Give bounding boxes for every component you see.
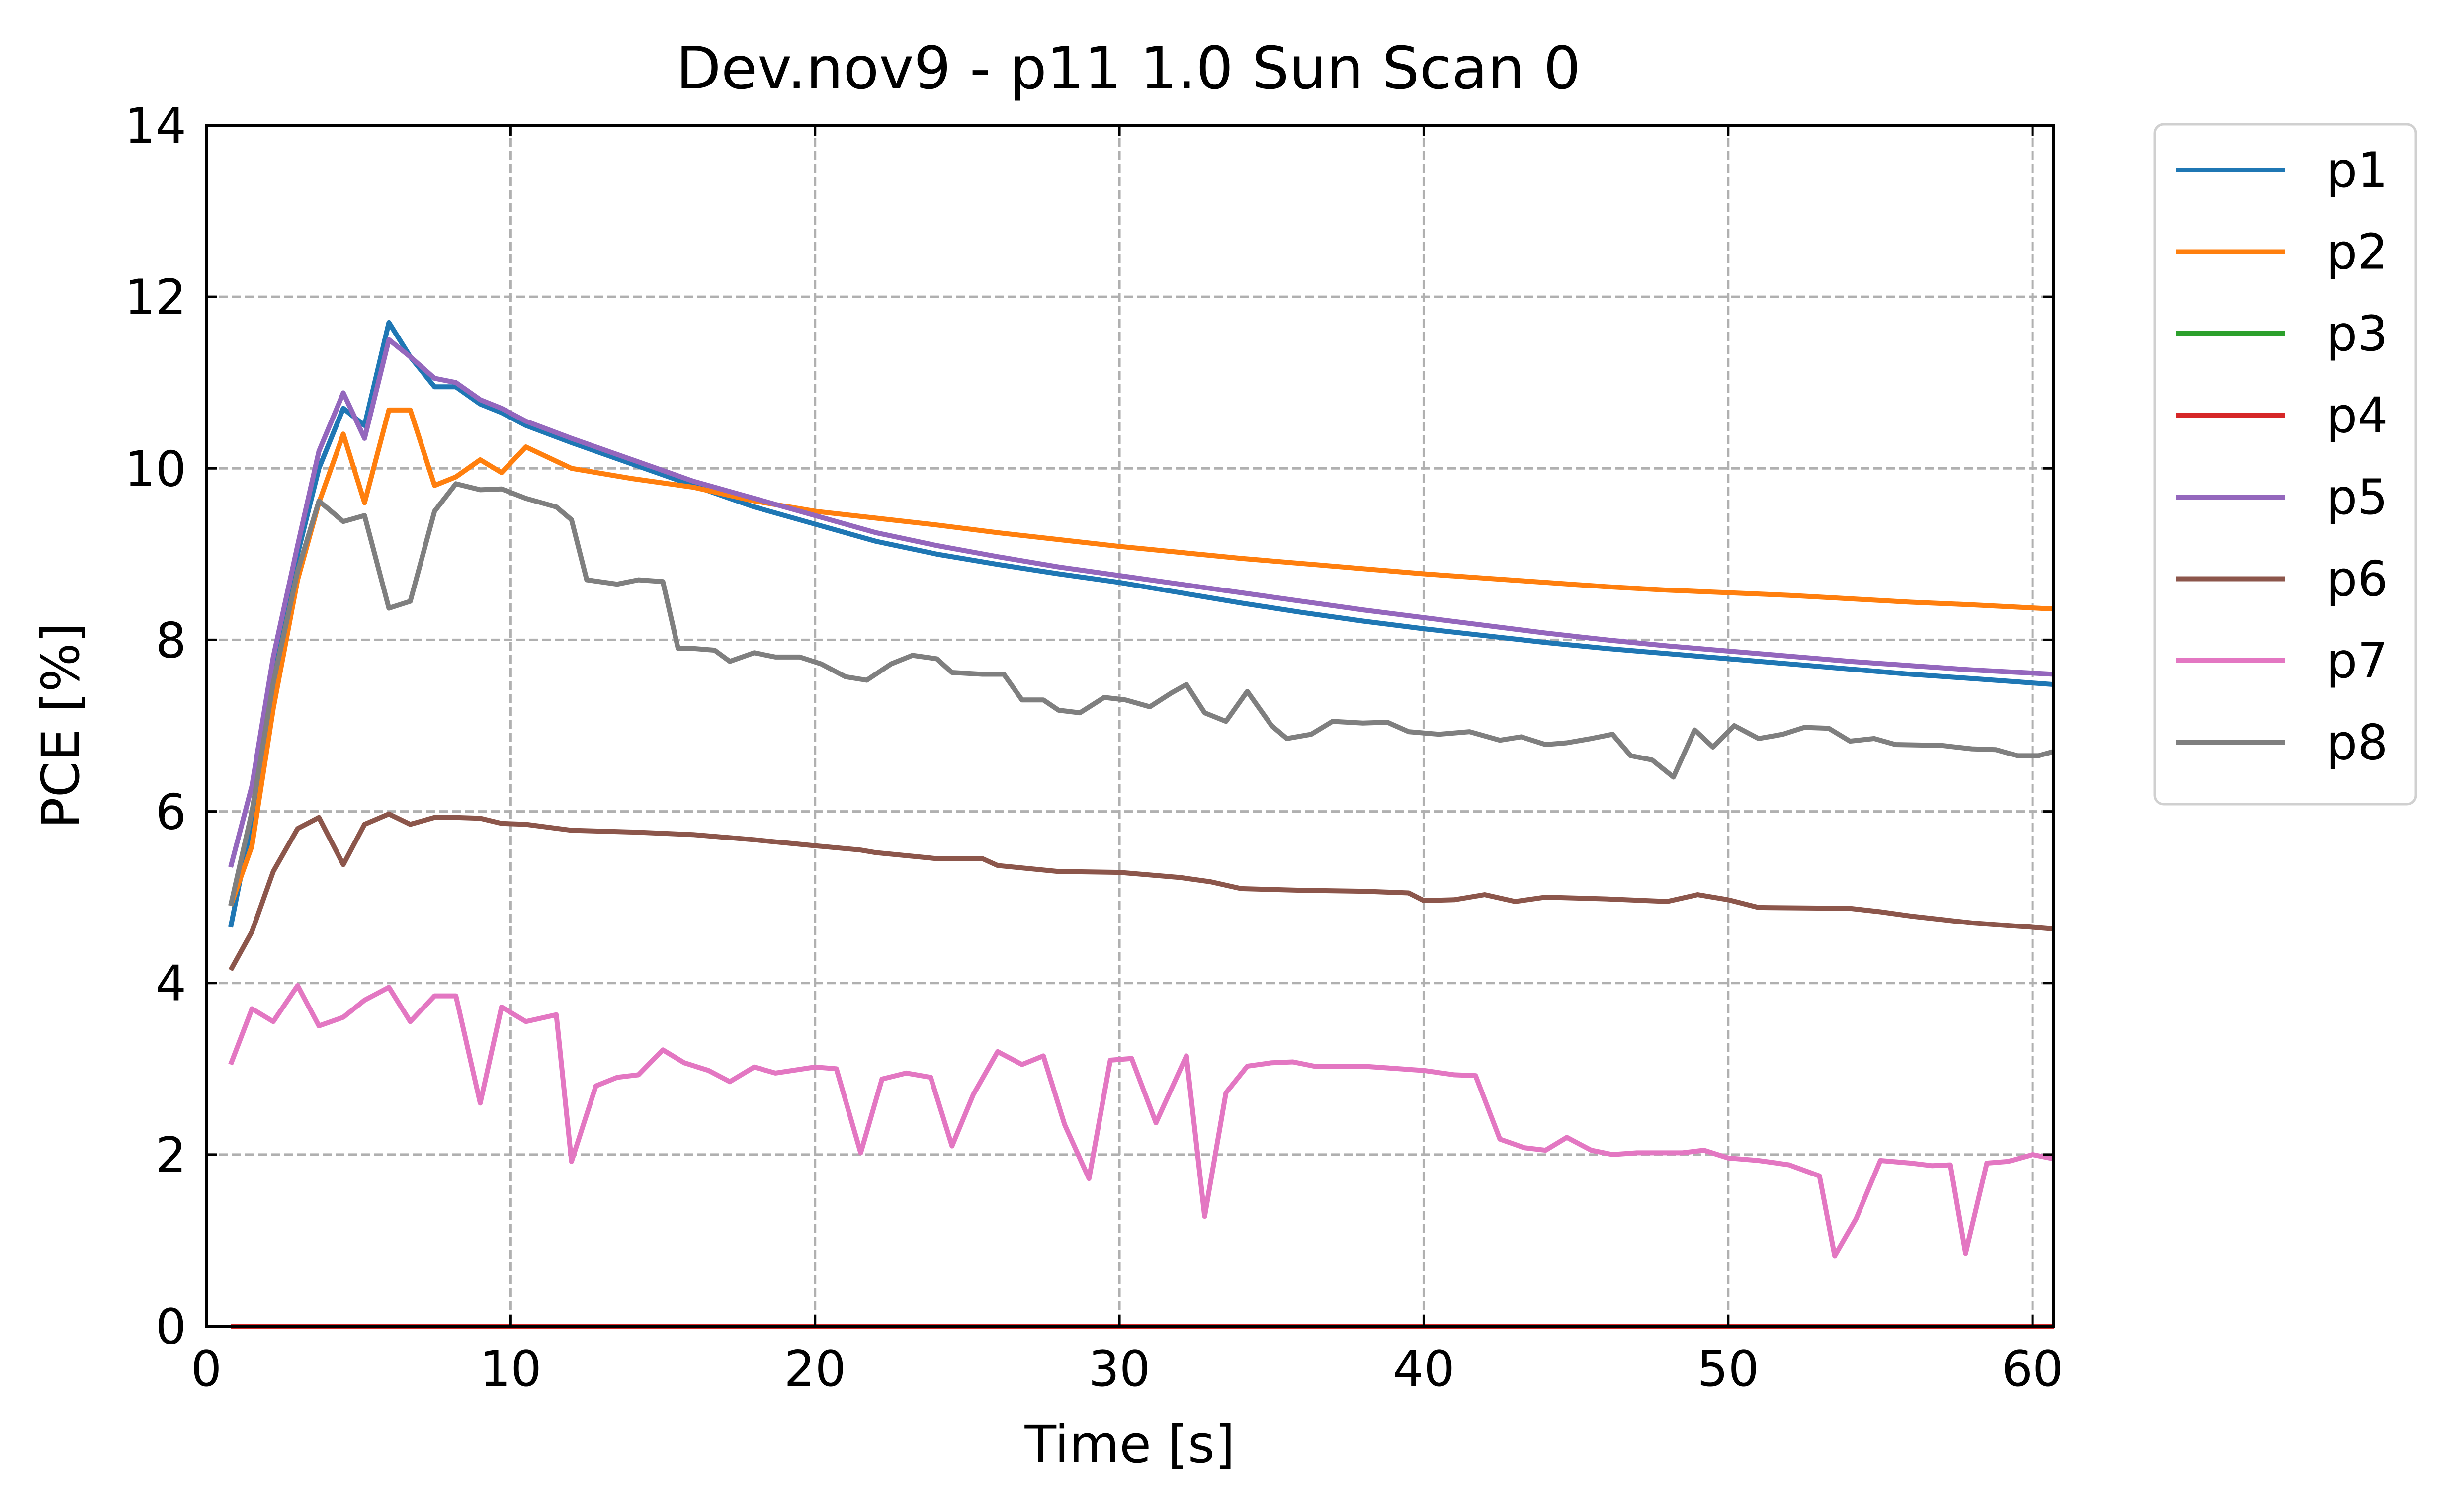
chart-title: Dev.nov9 - p11 1.0 Sun Scan 0 (676, 34, 1581, 102)
y-tick-label: 6 (156, 784, 186, 841)
y-tick-label: 0 (156, 1299, 186, 1355)
y-tick-label: 2 (156, 1127, 186, 1184)
legend-label-p7: p7 (2326, 633, 2388, 689)
y-tick-label: 4 (156, 956, 186, 1012)
series-line-p7 (228, 983, 2054, 1259)
y-tick-label: 8 (156, 612, 186, 669)
x-tick-label: 10 (480, 1341, 542, 1398)
x-axis-label: Time [s] (1024, 1414, 1235, 1475)
legend: p1 p2 p3 p4 p5 p6 p7 p8 (2153, 123, 2417, 806)
series-line-p6 (228, 811, 2054, 972)
x-tick-label: 30 (1089, 1341, 1151, 1398)
y-tick-label: 10 (124, 441, 186, 498)
grid (205, 124, 2054, 1328)
y-tick-label: 14 (124, 98, 186, 155)
series-line-p5 (228, 337, 2054, 868)
legend-label-p4: p4 (2326, 388, 2388, 444)
x-tick-label: 0 (191, 1341, 222, 1398)
x-tick-label: 50 (1697, 1341, 1759, 1398)
legend-label-p5: p5 (2326, 469, 2388, 526)
legend-label-p8: p8 (2326, 715, 2388, 771)
legend-label-p1: p1 (2326, 142, 2388, 199)
legend-frame (2153, 123, 2417, 806)
axis-ticks: 0 10 20 30 40 50 60 0 2 4 6 8 10 12 14 (124, 98, 2063, 1398)
plot-area (228, 320, 2055, 1329)
series-line-p8 (228, 481, 2055, 907)
legend-label-p2: p2 (2326, 224, 2388, 281)
series-line-p2 (228, 407, 2054, 907)
legend-label-p3: p3 (2326, 306, 2388, 362)
x-tick-label: 40 (1393, 1341, 1455, 1398)
series-line-p1 (228, 320, 2054, 928)
legend-label-p6: p6 (2326, 551, 2388, 608)
y-axis-label: PCE [%] (30, 623, 91, 829)
plot-frame (205, 124, 2055, 1328)
y-tick-label: 12 (124, 269, 186, 326)
x-tick-label: 60 (2002, 1341, 2064, 1398)
x-tick-label: 20 (784, 1341, 846, 1398)
